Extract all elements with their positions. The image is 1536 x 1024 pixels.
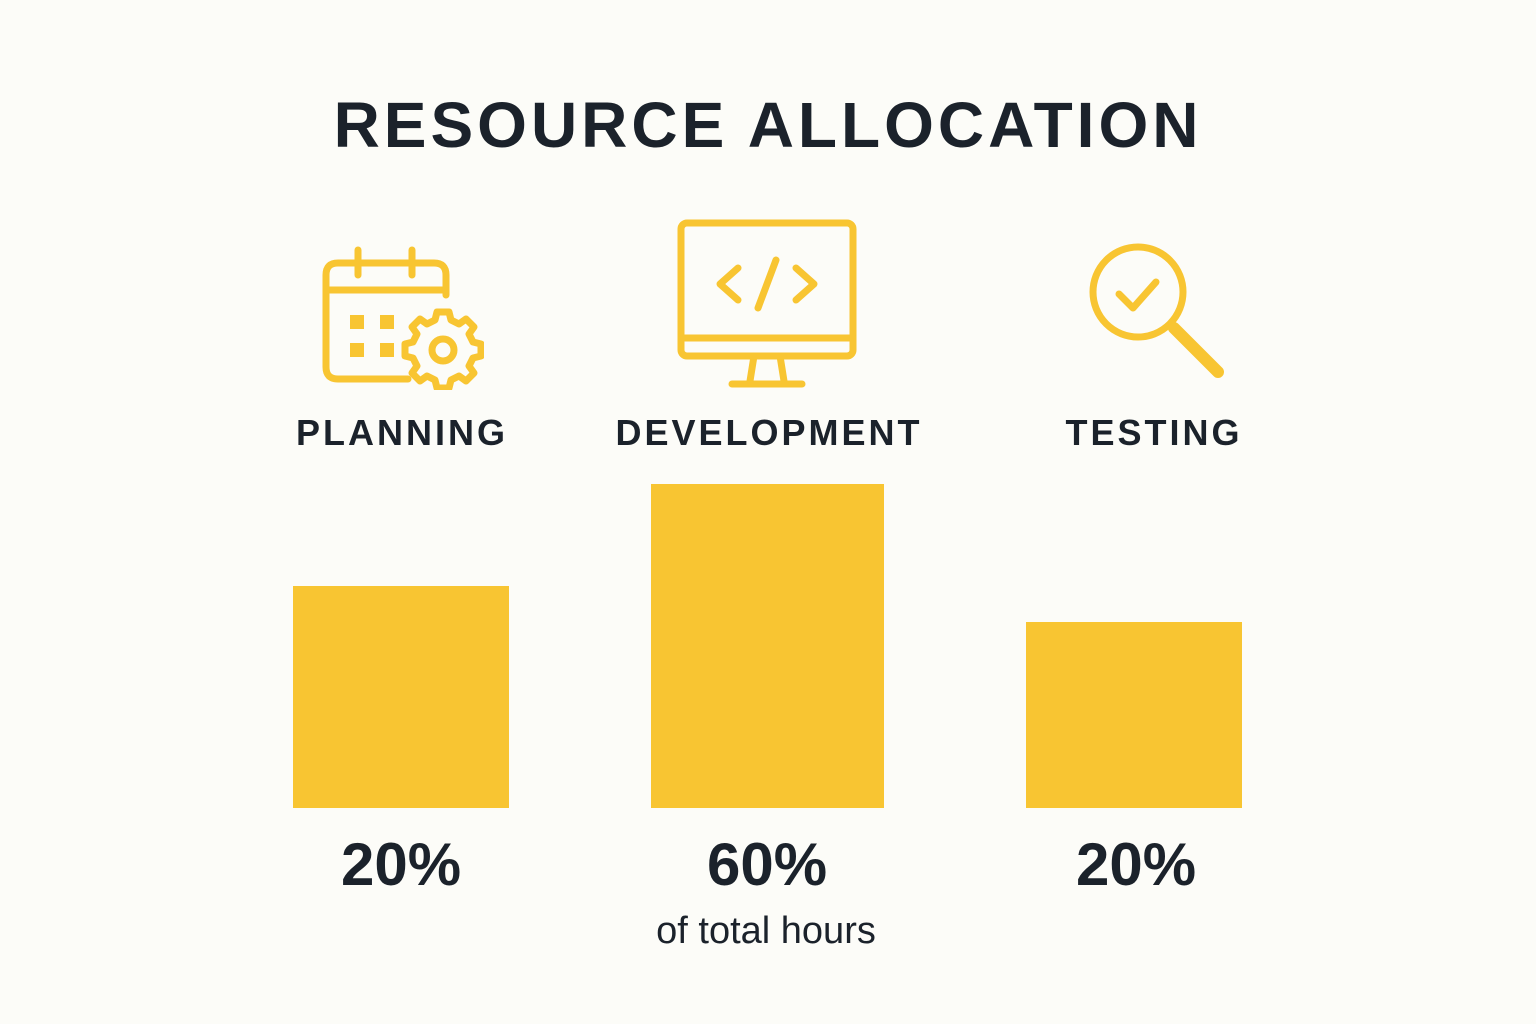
chart-caption: of total hours [656,910,876,952]
value-label-development: 60% [706,831,828,898]
bar-planning [293,586,509,808]
chart-title: RESOURCE ALLOCATION [333,89,1203,161]
magnifier-check-icon [1086,240,1226,380]
monitor-code-icon [676,218,858,390]
category-label-planning: PLANNING [296,412,508,453]
bar-testing [1026,622,1242,808]
category-label-development: DEVELOPMENT [615,412,923,453]
calendar-gear-icon [318,245,484,390]
value-label-testing: 20% [1075,831,1197,898]
category-label-testing: TESTING [1065,412,1243,453]
bar-development [651,484,884,808]
value-label-planning: 20% [340,831,462,898]
